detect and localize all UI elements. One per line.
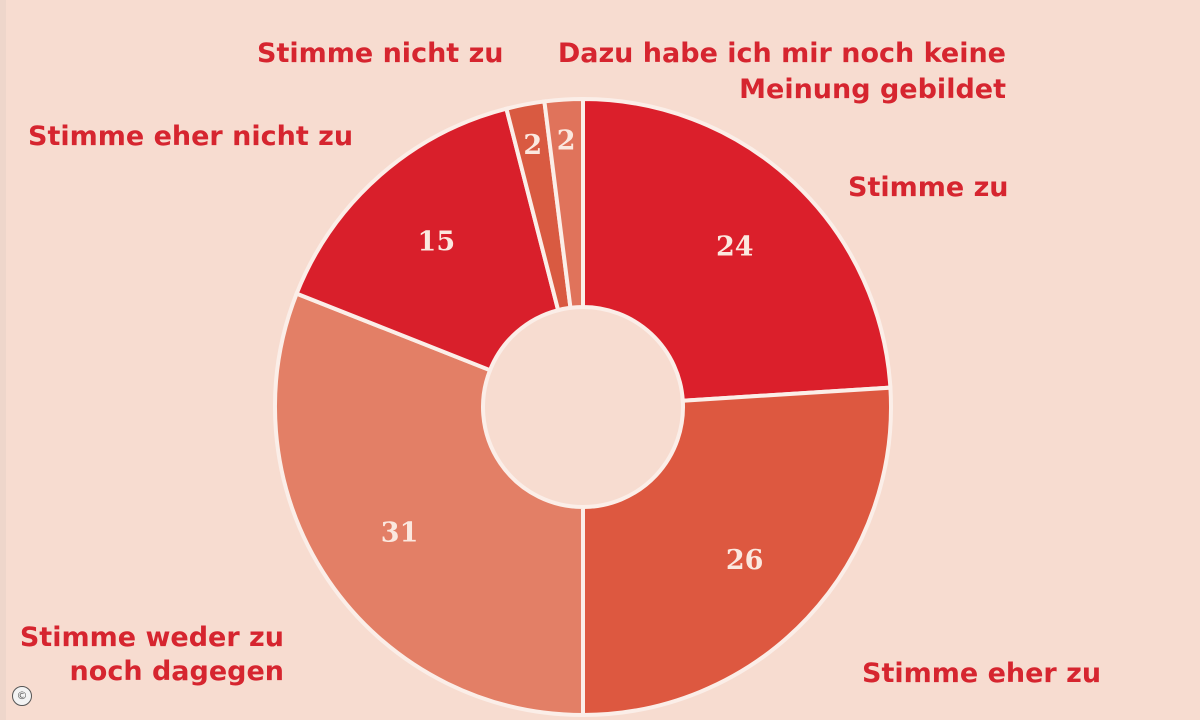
slice-3 bbox=[294, 106, 561, 373]
value-label-3: 15 bbox=[418, 227, 456, 258]
label-weder-line1: Stimme weder zu bbox=[19, 622, 284, 653]
value-label-4: 2 bbox=[523, 130, 542, 161]
slice-1 bbox=[581, 385, 893, 718]
label-eher-nicht-zu: Stimme eher nicht zu bbox=[28, 121, 354, 152]
value-label-2: 31 bbox=[381, 518, 419, 549]
slice-2 bbox=[273, 291, 585, 718]
value-label-1: 26 bbox=[726, 545, 764, 576]
label-nicht-zu: Stimme nicht zu bbox=[257, 38, 504, 69]
value-label-5: 2 bbox=[557, 126, 576, 157]
label-stimme-eher-zu: Stimme eher zu bbox=[862, 658, 1102, 689]
slice-5 bbox=[542, 96, 585, 311]
slice-0 bbox=[581, 96, 893, 403]
label-keine-meinung-line2: Meinung gebildet bbox=[739, 74, 1006, 105]
label-weder-line2: noch dagegen bbox=[69, 656, 284, 687]
copyright-icon: © bbox=[12, 686, 32, 706]
label-keine-meinung-line1: Dazu habe ich mir noch keine bbox=[557, 38, 1006, 69]
left-edge bbox=[0, 0, 6, 720]
label-stimme-zu: Stimme zu bbox=[848, 172, 1009, 203]
value-label-0: 24 bbox=[716, 231, 754, 262]
